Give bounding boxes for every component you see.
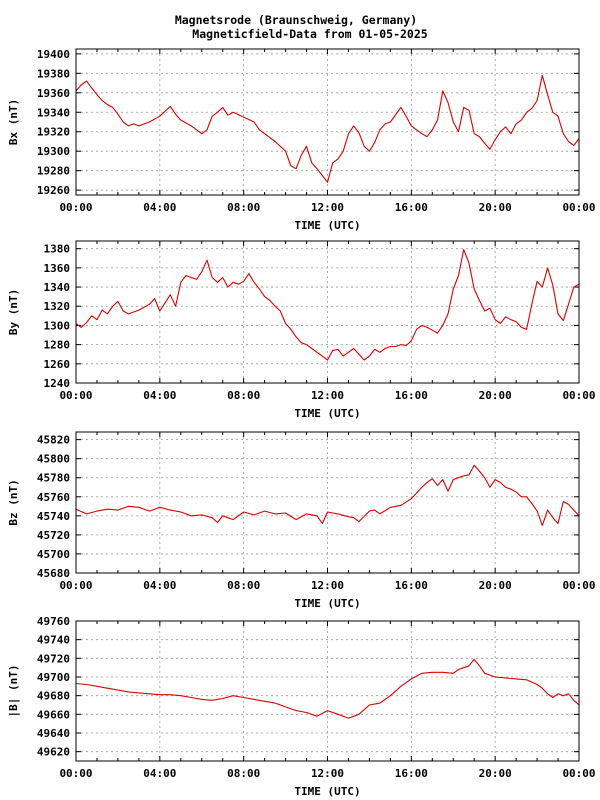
x-tick-label: 00:00: [59, 389, 92, 402]
x-tick-label: 00:00: [562, 579, 595, 592]
y-tick-label: 45820: [37, 434, 70, 447]
x-axis-label: TIME (UTC): [294, 219, 360, 232]
x-tick-label: 20:00: [479, 201, 512, 214]
x-tick-label: 16:00: [395, 201, 428, 214]
x-tick-label: 20:00: [479, 579, 512, 592]
x-axis-label: TIME (UTC): [294, 407, 360, 420]
x-tick-label: 16:00: [395, 767, 428, 780]
y-tick-label: 19320: [37, 126, 70, 139]
y-axis-label: By (nT): [7, 289, 20, 335]
x-tick-label: 12:00: [311, 389, 344, 402]
y-tick-label: 1240: [44, 377, 71, 390]
y-axis-label: |B| (nT): [7, 665, 20, 718]
x-tick-label: 16:00: [395, 389, 428, 402]
y-axis-label: Bz (nT): [7, 479, 20, 525]
y-tick-label: 19360: [37, 87, 70, 100]
y-tick-label: 45800: [37, 453, 70, 466]
y-tick-label: 49760: [37, 615, 70, 628]
x-tick-label: 04:00: [143, 767, 176, 780]
x-tick-label: 04:00: [143, 201, 176, 214]
x-tick-label: 08:00: [227, 201, 260, 214]
x-tick-label: 20:00: [479, 389, 512, 402]
y-tick-label: 45780: [37, 472, 70, 485]
x-tick-label: 12:00: [311, 201, 344, 214]
x-tick-label: 00:00: [562, 767, 595, 780]
y-tick-label: 49620: [37, 746, 70, 759]
panel-bx: 19260 19280 19300 19320 19340 19360 19380 19400…: [7, 48, 596, 232]
figure-title-line-2: Magneticfield-Data from 01-05-2025: [192, 27, 427, 41]
x-tick-label: 16:00: [395, 579, 428, 592]
y-tick-label: 45740: [37, 510, 70, 523]
series-line: [75, 658, 580, 719]
y-tick-label: 49720: [37, 652, 70, 665]
y-tick-label: 1280: [44, 339, 71, 352]
x-tick-label: 08:00: [227, 579, 260, 592]
panel-bz: 45680 45700 45720 45740 45760 45780 45800 45820…: [7, 431, 596, 610]
y-tick-label: 49640: [37, 727, 70, 740]
y-tick-label: 45720: [37, 529, 70, 542]
x-tick-label: 20:00: [479, 767, 512, 780]
y-tick-label: 45700: [37, 548, 70, 561]
y-tick-label: 45760: [37, 491, 70, 504]
x-axis-label: TIME (UTC): [294, 597, 360, 610]
y-tick-label: 49700: [37, 671, 70, 684]
series-line: [75, 249, 580, 361]
x-tick-label: 04:00: [143, 579, 176, 592]
y-tick-label: 45680: [37, 567, 70, 580]
x-tick-label: 00:00: [562, 201, 595, 214]
x-tick-label: 08:00: [227, 767, 260, 780]
x-tick-label: 00:00: [59, 201, 92, 214]
x-tick-label: 00:00: [562, 389, 595, 402]
plot-frame: [75, 240, 580, 384]
x-tick-label: 08:00: [227, 389, 260, 402]
x-tick-label: 12:00: [311, 767, 344, 780]
y-tick-label: 19300: [37, 145, 70, 158]
y-tick-label: 1360: [44, 262, 71, 275]
plot-frame: [75, 48, 580, 196]
y-tick-label: 19380: [37, 67, 70, 80]
y-tick-label: 49740: [37, 634, 70, 647]
x-tick-label: 04:00: [143, 389, 176, 402]
figure-title-line-1: Magnetsrode (Braunschweig, Germany): [175, 13, 417, 27]
series-line: [75, 464, 580, 526]
series-line: [75, 74, 580, 183]
y-tick-label: 1320: [44, 300, 71, 313]
x-axis-label: TIME (UTC): [294, 785, 360, 798]
x-tick-label: 12:00: [311, 579, 344, 592]
x-tick-label: 00:00: [59, 579, 92, 592]
y-axis-label: Bx (nT): [7, 99, 20, 145]
y-tick-label: 1260: [44, 358, 71, 371]
plot-frame: [75, 620, 580, 762]
y-tick-label: 1340: [44, 281, 71, 294]
x-tick-label: 00:00: [59, 767, 92, 780]
panel-by: 1240 1260 1280 1300 1320 1340 1360 1380 00:00 04:…: [7, 240, 596, 420]
y-tick-label: 1380: [44, 243, 71, 256]
y-tick-label: 49680: [37, 690, 70, 703]
y-tick-label: 1300: [44, 319, 71, 332]
y-tick-label: 19280: [37, 165, 70, 178]
y-tick-label: 19400: [37, 48, 70, 61]
y-tick-label: 19260: [37, 184, 70, 197]
panel-total-field: 49620 49640 49660 49680 49700 49720 49740 49760…: [7, 615, 596, 798]
y-tick-label: 19340: [37, 106, 70, 119]
y-tick-label: 49660: [37, 708, 70, 721]
plot-frame: [75, 431, 580, 574]
